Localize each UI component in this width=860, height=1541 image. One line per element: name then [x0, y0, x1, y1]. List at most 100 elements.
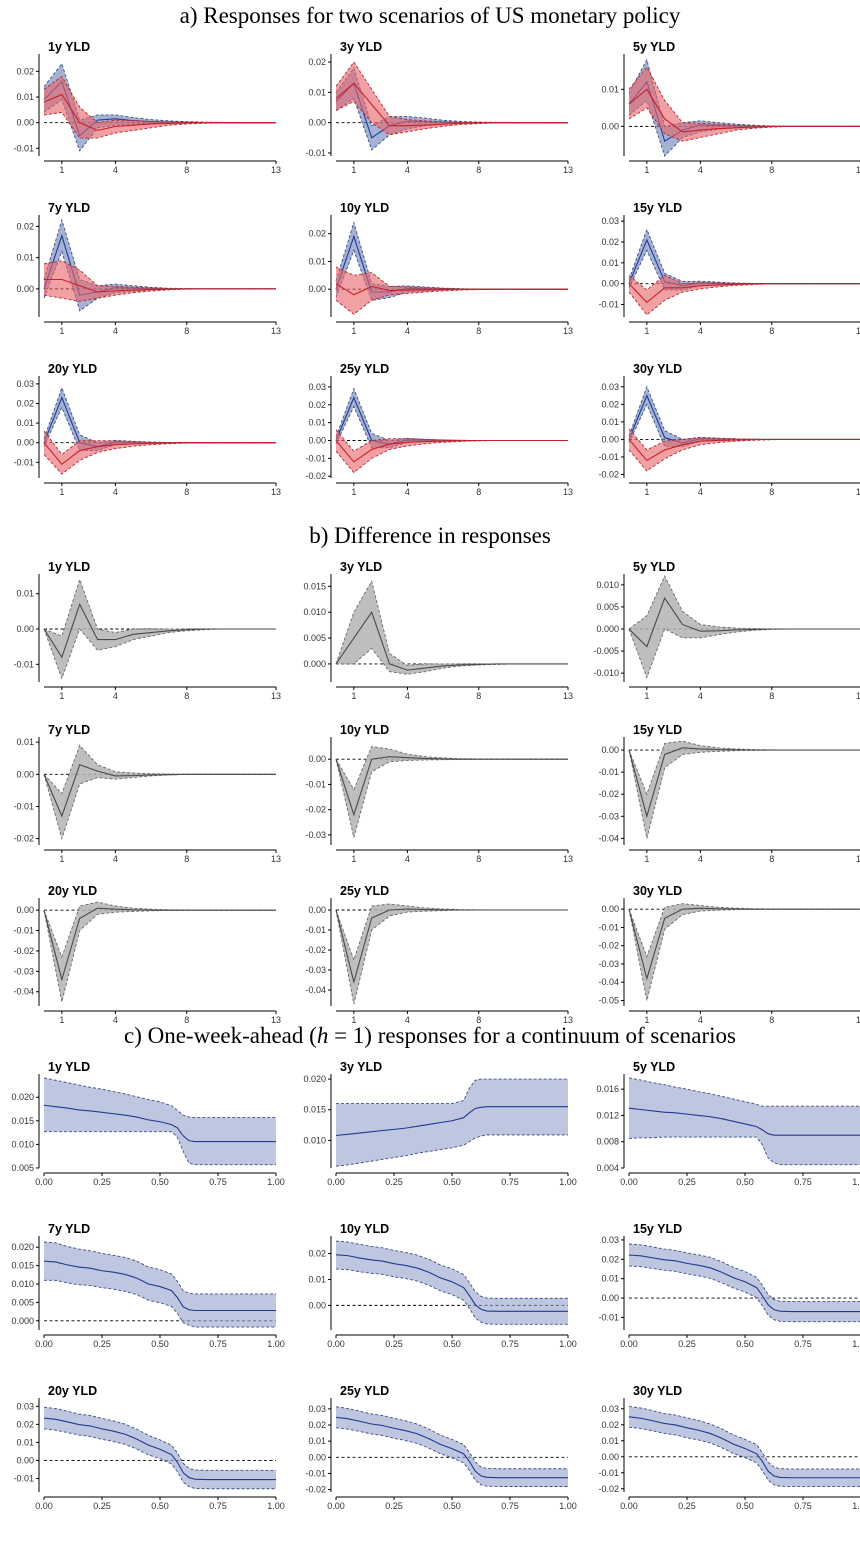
y-tick-label: 0.005: [11, 1297, 34, 1307]
y-tick-label: 0.004: [596, 1163, 619, 1173]
y-tick-label: -0.02: [13, 946, 34, 956]
response-line: [628, 283, 860, 304]
y-tick-label: 0.02: [16, 398, 34, 408]
panel-a-9: 30y YLD -0.02 -0.01 0.00 0.01 0.02 0.03 1 4 8 13: [598, 362, 860, 497]
panel-b-2: 3y YLD 0.000 0.005 0.010 0.015 1 4 8 13: [303, 560, 573, 701]
y-tick-label: 0.01: [601, 84, 619, 94]
panel-c-1: 1y YLD 0.005 0.010 0.015 0.020 0.00 0.25 0.50 0.…: [11, 1060, 284, 1187]
y-tick-label: -0.03: [598, 959, 619, 969]
x-tick-label: 0.25: [93, 1501, 111, 1511]
y-tick-label: 0.02: [16, 221, 34, 231]
response-line: [628, 394, 860, 444]
x-tick-label: 0.50: [151, 1501, 169, 1511]
confidence-band: [336, 267, 568, 315]
y-tick-label: 0.01: [16, 737, 34, 747]
x-tick-label: 13: [856, 165, 860, 175]
y-tick-label: 0.015: [303, 581, 326, 591]
confidence-band: [44, 902, 276, 1002]
x-tick-label: 0.50: [443, 1339, 461, 1349]
y-tick-label: 0.00: [16, 118, 34, 128]
x-tick-label: 1: [59, 854, 64, 864]
x-tick-label: 1: [351, 1015, 356, 1025]
x-tick-label: 0.50: [151, 1339, 169, 1349]
y-tick-label: 0.010: [303, 607, 326, 617]
response-line: [43, 396, 276, 448]
lower-band-line: [43, 442, 276, 475]
response-line: [335, 82, 568, 127]
upper-band-line: [628, 66, 860, 127]
x-tick-label: 1: [59, 326, 64, 336]
y-tick-label: -0.03: [598, 811, 619, 821]
x-tick-label: 1.00: [559, 1339, 577, 1349]
x-tick-label: 0.75: [501, 1501, 519, 1511]
lower-band-line: [628, 1265, 860, 1323]
panel-b-8: 25y YLD -0.04 -0.03 -0.02 -0.01 0.00 1 4 8 13: [305, 884, 573, 1025]
x-tick-label: 13: [856, 691, 860, 701]
x-tick-label: 0.75: [794, 1501, 812, 1511]
x-tick-label: 0.25: [93, 1177, 111, 1187]
x-tick-label: 4: [698, 487, 703, 497]
x-tick-label: 8: [769, 165, 774, 175]
y-tick-label: 0.00: [601, 1293, 619, 1303]
y-tick-label: -0.01: [13, 801, 34, 811]
confidence-band: [629, 386, 860, 447]
lower-band-line: [628, 628, 860, 679]
panel-title: 30y YLD: [633, 362, 682, 376]
panel-c-6: 15y YLD -0.01 0.00 0.01 0.02 0.03 0.00 0.25 0.50…: [598, 1222, 860, 1349]
y-tick-label: 0.02: [308, 57, 326, 67]
section-title-a: a) Responses for two scenarios of US mon…: [180, 3, 681, 28]
x-tick-label: 4: [405, 165, 410, 175]
confidence-band: [629, 1406, 860, 1487]
y-tick-label: 0.010: [11, 1139, 34, 1149]
lower-band-line: [335, 100, 568, 136]
x-tick-label: 1: [644, 487, 649, 497]
y-tick-label: 0.02: [16, 66, 34, 76]
x-tick-label: 8: [184, 165, 189, 175]
y-tick-label: -0.03: [305, 965, 326, 975]
lower-band-line: [335, 1427, 568, 1487]
lower-band-line: [43, 111, 276, 139]
y-tick-label: 0.01: [308, 87, 326, 97]
confidence-band: [336, 904, 568, 1004]
panel-a-8: 25y YLD -0.02 -0.01 0.00 0.01 0.02 0.03 1 4 8 13: [305, 362, 573, 497]
response-line: [335, 439, 568, 463]
y-tick-label: 0.015: [11, 1116, 34, 1126]
x-tick-label: 0.00: [327, 1501, 345, 1511]
panel-a-4: 7y YLD 0.00 0.01 0.02 1 4 8 13: [16, 201, 281, 336]
y-tick-label: 0.01: [16, 1437, 34, 1447]
y-tick-label: -0.02: [598, 789, 619, 799]
x-tick-label: 0.75: [501, 1339, 519, 1349]
x-tick-label: 0.25: [385, 1177, 403, 1187]
x-tick-label: 13: [856, 854, 860, 864]
confidence-band: [336, 429, 568, 473]
confidence-band: [44, 745, 276, 839]
panel-title: 20y YLD: [48, 362, 97, 376]
x-tick-label: 0.25: [385, 1339, 403, 1349]
x-tick-label: 0.50: [736, 1501, 754, 1511]
upper-band-line: [43, 430, 276, 456]
y-tick-label: 0.00: [16, 624, 34, 634]
y-tick-label: 0.01: [308, 1274, 326, 1284]
response-line: [43, 1104, 276, 1143]
confidence-band: [629, 275, 860, 315]
x-tick-label: 13: [271, 165, 281, 175]
response-line: [628, 747, 860, 819]
confidence-band: [44, 1407, 276, 1489]
y-tick-label: 0.01: [601, 258, 619, 268]
y-tick-label: 0.00: [601, 279, 619, 289]
x-tick-label: 1.00: [852, 1177, 860, 1187]
x-tick-label: 8: [184, 691, 189, 701]
section-title-c-h: h: [317, 1023, 329, 1048]
response-line: [43, 1260, 276, 1312]
confidence-band: [629, 67, 860, 142]
y-tick-label: 0.00: [601, 121, 619, 131]
y-tick-label: -0.01: [13, 659, 34, 669]
x-tick-label: 8: [476, 487, 481, 497]
confidence-band: [629, 428, 860, 471]
response-line: [335, 610, 568, 671]
x-tick-label: 0.00: [620, 1339, 638, 1349]
y-tick-label: 0.01: [308, 418, 326, 428]
response-line: [43, 763, 276, 818]
x-tick-label: 4: [113, 1015, 118, 1025]
y-tick-label: 0.00: [601, 745, 619, 755]
